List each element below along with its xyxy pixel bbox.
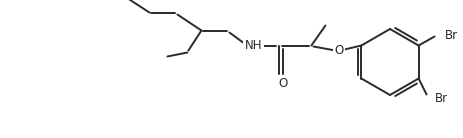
Text: NH: NH [244, 39, 262, 52]
Text: O: O [334, 44, 343, 57]
Text: Br: Br [444, 29, 457, 42]
Text: Br: Br [434, 92, 447, 105]
Text: O: O [278, 77, 288, 90]
